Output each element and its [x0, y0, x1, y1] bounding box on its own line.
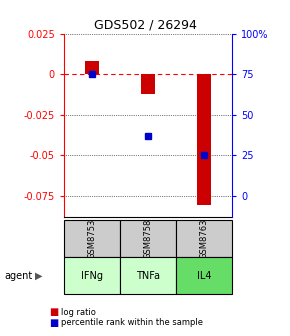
Bar — [141, 74, 155, 93]
Text: log ratio: log ratio — [61, 308, 96, 317]
Bar — [176, 257, 232, 294]
Bar — [197, 74, 211, 205]
Text: GSM8763: GSM8763 — [200, 218, 209, 259]
Bar — [120, 257, 176, 294]
Bar — [176, 220, 232, 257]
Text: GSM8753: GSM8753 — [87, 218, 96, 259]
Bar — [64, 220, 120, 257]
Text: percentile rank within the sample: percentile rank within the sample — [61, 318, 203, 327]
Text: IFNg: IFNg — [81, 270, 103, 281]
Bar — [120, 220, 176, 257]
Text: ▶: ▶ — [35, 270, 43, 281]
Text: agent: agent — [4, 270, 32, 281]
Text: ■: ■ — [49, 307, 59, 318]
Text: GDS502 / 26294: GDS502 / 26294 — [94, 18, 196, 32]
Text: ■: ■ — [49, 318, 59, 328]
Text: IL4: IL4 — [197, 270, 211, 281]
Text: GSM8758: GSM8758 — [143, 218, 153, 259]
Bar — [64, 257, 120, 294]
Text: TNFa: TNFa — [136, 270, 160, 281]
Bar — [85, 61, 99, 74]
